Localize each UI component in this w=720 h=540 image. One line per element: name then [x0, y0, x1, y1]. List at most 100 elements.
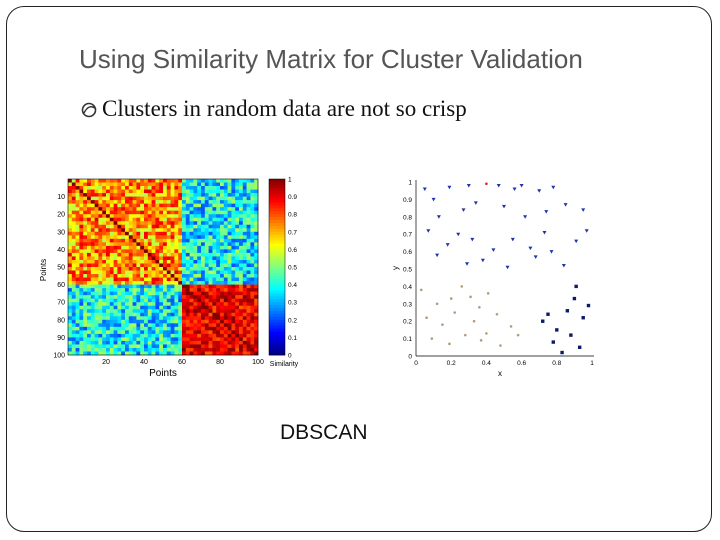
heatmap-cell	[151, 288, 156, 292]
heatmap-cell	[113, 193, 118, 197]
heatmap-cell	[113, 351, 118, 356]
heatmap-cell	[204, 340, 209, 345]
heatmap-cell	[79, 284, 84, 289]
heatmap-cell	[242, 193, 247, 197]
heatmap-cell	[250, 330, 255, 335]
heatmap-cell	[109, 228, 114, 233]
heatmap-cell	[83, 288, 88, 292]
heatmap-cell	[166, 217, 171, 222]
heatmap-cell	[242, 288, 247, 292]
heatmap-cell	[71, 214, 76, 219]
heatmap-cell	[144, 340, 149, 345]
heatmap-cell	[216, 288, 221, 292]
colorbar-segment	[269, 211, 285, 215]
heatmap-cell	[94, 270, 99, 275]
heatmap-cell	[227, 207, 232, 211]
scatter-point	[478, 305, 481, 309]
heatmap-cell	[102, 337, 107, 342]
heatmap-cell	[121, 347, 126, 352]
heatmap-cell	[147, 337, 152, 342]
heatmap-cell	[136, 337, 141, 342]
heatmap-cell	[246, 186, 251, 190]
heatmap-cell	[71, 189, 76, 194]
heatmap-cell	[197, 207, 202, 211]
heatmap-cell	[117, 302, 122, 307]
heatmap-cell	[136, 319, 141, 324]
heatmap-cell	[147, 305, 152, 310]
heatmap-cell	[254, 214, 259, 219]
heatmap-cell	[235, 284, 240, 289]
heatmap-cell	[79, 312, 84, 317]
heatmap-cell	[227, 203, 232, 208]
heatmap-cell	[98, 214, 103, 219]
heatmap-cell	[75, 214, 80, 219]
heatmap-cell	[250, 295, 255, 299]
heatmap-cell	[144, 284, 149, 289]
heatmap-cell	[208, 231, 213, 236]
heatmap-cell	[216, 351, 221, 356]
heatmap-cell	[109, 259, 114, 264]
heatmap-cell	[254, 196, 259, 201]
heatmap-cell	[87, 330, 92, 335]
scatter-point	[435, 302, 439, 306]
heatmap-cell	[178, 302, 183, 307]
heatmap-cell	[125, 288, 130, 292]
heatmap-cell	[94, 231, 99, 236]
heatmap-cell	[212, 217, 217, 222]
heatmap-cell	[201, 340, 206, 345]
heatmap-cell	[163, 267, 168, 271]
heatmap-cell	[189, 340, 194, 345]
heatmap-cell	[174, 298, 179, 303]
heatmap-cell	[239, 189, 244, 194]
heatmap-cell	[83, 238, 88, 243]
heatmap-cell	[239, 295, 244, 299]
heatmap-cell	[159, 200, 164, 204]
heatmap-cell	[109, 249, 114, 254]
heatmap-cell	[132, 249, 137, 254]
heatmap-cell	[75, 259, 80, 264]
heatmap-cell	[125, 179, 130, 183]
heatmap-cell	[201, 270, 206, 275]
heatmap-cell	[242, 182, 247, 187]
heatmap-cell	[163, 295, 168, 299]
heatmap-cell	[90, 252, 95, 257]
heatmap-cell	[166, 347, 171, 352]
heatmap-cell	[140, 333, 145, 338]
heatmap-cell	[193, 340, 198, 345]
heatmap-cell	[227, 309, 232, 314]
heatmap-cell	[182, 214, 187, 219]
heatmap-cell	[170, 298, 175, 303]
heatmap-cell	[212, 228, 217, 233]
heatmap-cell	[193, 319, 198, 324]
heatmap-cell	[163, 281, 168, 285]
colorbar-segment	[269, 349, 285, 353]
heatmap-cell	[125, 326, 130, 331]
heatmap-cell	[182, 263, 187, 268]
heatmap-cell	[185, 337, 190, 342]
heatmap-cell	[136, 189, 141, 194]
heatmap-cell	[68, 295, 73, 299]
heatmap-cell	[208, 267, 213, 271]
heatmap-cell	[136, 298, 141, 303]
heatmap-cell	[75, 323, 80, 328]
heatmap-cell	[178, 224, 183, 229]
heatmap-cell	[227, 189, 232, 194]
heatmap-cell	[201, 312, 206, 317]
heatmap-cell	[189, 330, 194, 335]
heatmap-cell	[98, 221, 103, 226]
heatmap-cell	[159, 193, 164, 197]
heatmap-cell	[182, 245, 187, 250]
heatmap-cell	[231, 179, 236, 183]
heatmap-cell	[117, 200, 122, 204]
heatmap-cell	[128, 203, 133, 208]
heatmap-cell	[147, 302, 152, 307]
heatmap-cell	[117, 267, 122, 271]
heatmap-cell	[87, 231, 92, 236]
heatmap-cell	[166, 274, 171, 278]
heatmap-cell	[125, 340, 130, 345]
heatmap-cell	[246, 228, 251, 233]
heatmap-cell	[246, 274, 251, 278]
heatmap-cell	[197, 305, 202, 310]
heatmap-cell	[121, 179, 126, 183]
heatmap-cell	[208, 189, 213, 194]
